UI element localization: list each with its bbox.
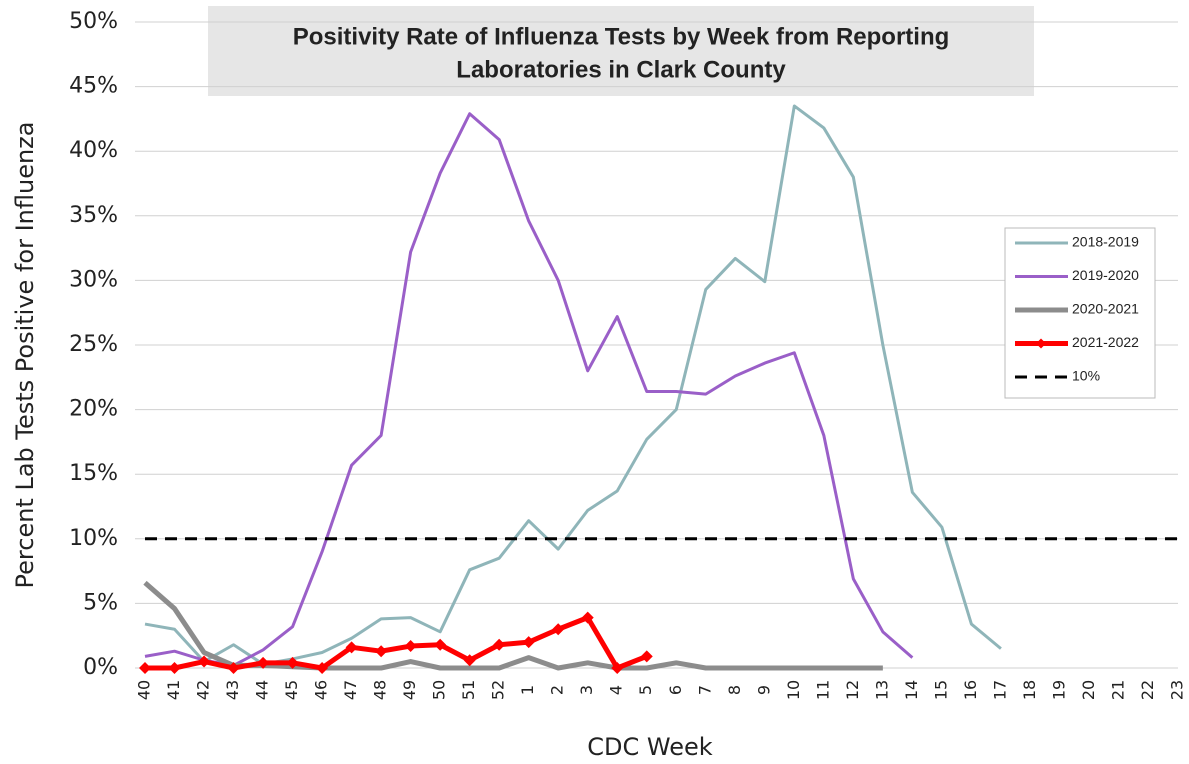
x-tick-label: 1 xyxy=(518,685,537,695)
marker xyxy=(345,641,358,654)
marker xyxy=(552,623,565,636)
x-tick-label: 43 xyxy=(223,680,242,700)
x-tick-label: 40 xyxy=(135,680,154,700)
x-tick-label: 20 xyxy=(1079,680,1098,700)
marker xyxy=(286,656,299,669)
y-tick-label: 10% xyxy=(69,526,118,551)
y-tick-label: 20% xyxy=(69,397,118,422)
x-tick-label: 51 xyxy=(459,680,478,700)
x-tick-label: 44 xyxy=(253,680,272,700)
y-tick-label: 40% xyxy=(69,138,118,163)
y-tick-label: 0% xyxy=(83,655,118,680)
x-tick-label: 3 xyxy=(577,685,596,695)
marker xyxy=(316,662,329,674)
series-line xyxy=(144,112,914,667)
marker xyxy=(640,650,653,663)
x-tick-label: 17 xyxy=(990,680,1009,700)
x-tick-label: 19 xyxy=(1049,680,1068,700)
x-tick-label: 14 xyxy=(902,680,921,700)
x-tick-label: 42 xyxy=(194,680,213,700)
x-tick-label: 7 xyxy=(695,685,714,695)
x-tick-label: 23 xyxy=(1168,680,1187,700)
y-tick-label: 50% xyxy=(69,9,118,34)
legend-label: 2020-2021 xyxy=(1072,301,1139,317)
y-tick-label: 45% xyxy=(69,74,118,99)
marker xyxy=(198,655,211,668)
chart-title: Positivity Rate of Influenza Tests by We… xyxy=(293,23,950,50)
legend-label: 10% xyxy=(1072,368,1100,384)
legend-label: 2018-2019 xyxy=(1072,234,1139,250)
x-tick-label: 21 xyxy=(1108,680,1127,700)
marker xyxy=(522,636,535,649)
x-tick-label: 2 xyxy=(548,685,567,695)
x-tick-label: 49 xyxy=(400,680,419,700)
x-tick-label: 46 xyxy=(312,680,331,700)
x-tick-label: 5 xyxy=(636,685,655,695)
x-tick-label: 47 xyxy=(341,680,360,700)
legend-label: 2019-2020 xyxy=(1072,267,1139,283)
x-tick-label: 45 xyxy=(282,680,301,700)
x-tick-label: 41 xyxy=(164,680,183,700)
x-tick-label: 9 xyxy=(754,685,773,695)
marker xyxy=(463,654,476,667)
marker xyxy=(375,645,388,658)
x-tick-label: 13 xyxy=(872,680,891,700)
marker xyxy=(581,611,594,624)
y-tick-label: 15% xyxy=(69,461,118,486)
marker xyxy=(168,662,181,674)
y-tick-label: 5% xyxy=(83,590,118,615)
x-tick-label: 18 xyxy=(1020,680,1039,700)
y-tick-label: 35% xyxy=(69,203,118,228)
series-line xyxy=(143,580,883,671)
marker xyxy=(611,662,624,674)
x-tick-label: 52 xyxy=(489,680,508,700)
y-tick-label: 30% xyxy=(69,267,118,292)
x-tick-label: 4 xyxy=(607,685,626,695)
marker xyxy=(139,662,151,674)
x-tick-label: 11 xyxy=(813,680,832,700)
x-axis-label: CDC Week xyxy=(587,733,712,761)
legend-marker xyxy=(1036,338,1046,349)
x-tick-label: 6 xyxy=(666,685,685,695)
x-tick-label: 16 xyxy=(961,680,980,700)
x-tick-label: 50 xyxy=(430,680,449,700)
marker xyxy=(227,662,240,674)
marker xyxy=(434,638,447,651)
series-line xyxy=(144,104,1002,666)
x-tick-label: 22 xyxy=(1138,680,1157,700)
legend-label: 2021-2022 xyxy=(1072,334,1139,350)
x-tick-label: 8 xyxy=(725,685,744,695)
marker xyxy=(493,638,506,651)
y-tick-label: 25% xyxy=(69,332,118,357)
y-axis-label: Percent Lab Tests Positive for Influenza xyxy=(11,122,39,589)
marker xyxy=(257,656,270,669)
x-tick-label: 48 xyxy=(371,680,390,700)
legend-box xyxy=(1004,227,1156,399)
x-tick-label: 12 xyxy=(843,680,862,700)
x-tick-label: 15 xyxy=(931,680,950,700)
x-tick-label: 10 xyxy=(784,680,803,700)
title-box xyxy=(208,6,1034,96)
marker xyxy=(404,640,417,653)
chart-title: Laboratories in Clark County xyxy=(456,56,786,83)
